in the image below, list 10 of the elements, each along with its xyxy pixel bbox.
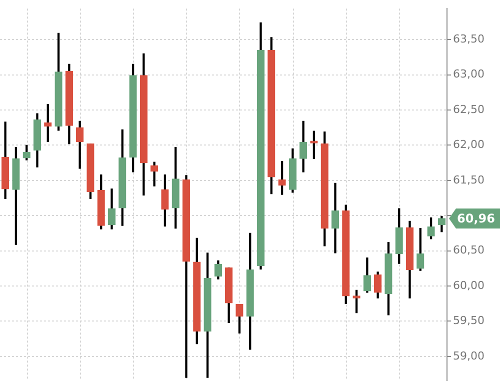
y-tick-label: 60,00 xyxy=(453,278,484,292)
y-tick-label: 62,00 xyxy=(453,138,484,152)
y-tick-label: 62,50 xyxy=(453,102,484,116)
y-tick-label: 63,00 xyxy=(453,68,484,81)
y-tick-label: 61,50 xyxy=(453,173,484,186)
y-tick-label: 59,50 xyxy=(453,314,484,328)
y-tick-label: 60,50 xyxy=(453,244,484,257)
text: 60,96 xyxy=(457,212,495,226)
y-tick-label: 59,00 xyxy=(453,349,484,362)
y-tick-label: 63,50 xyxy=(453,32,484,46)
